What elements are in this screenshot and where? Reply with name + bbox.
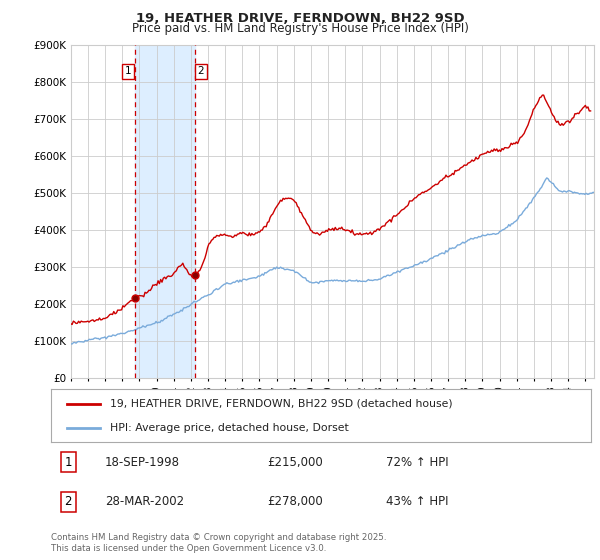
Bar	[134, 45, 195, 378]
Text: £215,000: £215,000	[267, 456, 323, 469]
Text: 19, HEATHER DRIVE, FERNDOWN, BH22 9SD (detached house): 19, HEATHER DRIVE, FERNDOWN, BH22 9SD (d…	[110, 399, 453, 409]
Text: Contains HM Land Registry data © Crown copyright and database right 2025.
This d: Contains HM Land Registry data © Crown c…	[51, 533, 386, 553]
Text: 2: 2	[65, 495, 72, 508]
Text: 28-MAR-2002: 28-MAR-2002	[105, 495, 184, 508]
Text: 72% ↑ HPI: 72% ↑ HPI	[386, 456, 448, 469]
Text: 43% ↑ HPI: 43% ↑ HPI	[386, 495, 448, 508]
Text: Price paid vs. HM Land Registry's House Price Index (HPI): Price paid vs. HM Land Registry's House …	[131, 22, 469, 35]
Text: HPI: Average price, detached house, Dorset: HPI: Average price, detached house, Dors…	[110, 423, 349, 433]
Text: 19, HEATHER DRIVE, FERNDOWN, BH22 9SD: 19, HEATHER DRIVE, FERNDOWN, BH22 9SD	[136, 12, 464, 25]
Text: 18-SEP-1998: 18-SEP-1998	[105, 456, 180, 469]
Text: 1: 1	[124, 67, 131, 76]
Text: 1: 1	[65, 456, 72, 469]
Text: 2: 2	[197, 67, 204, 76]
Text: £278,000: £278,000	[267, 495, 323, 508]
